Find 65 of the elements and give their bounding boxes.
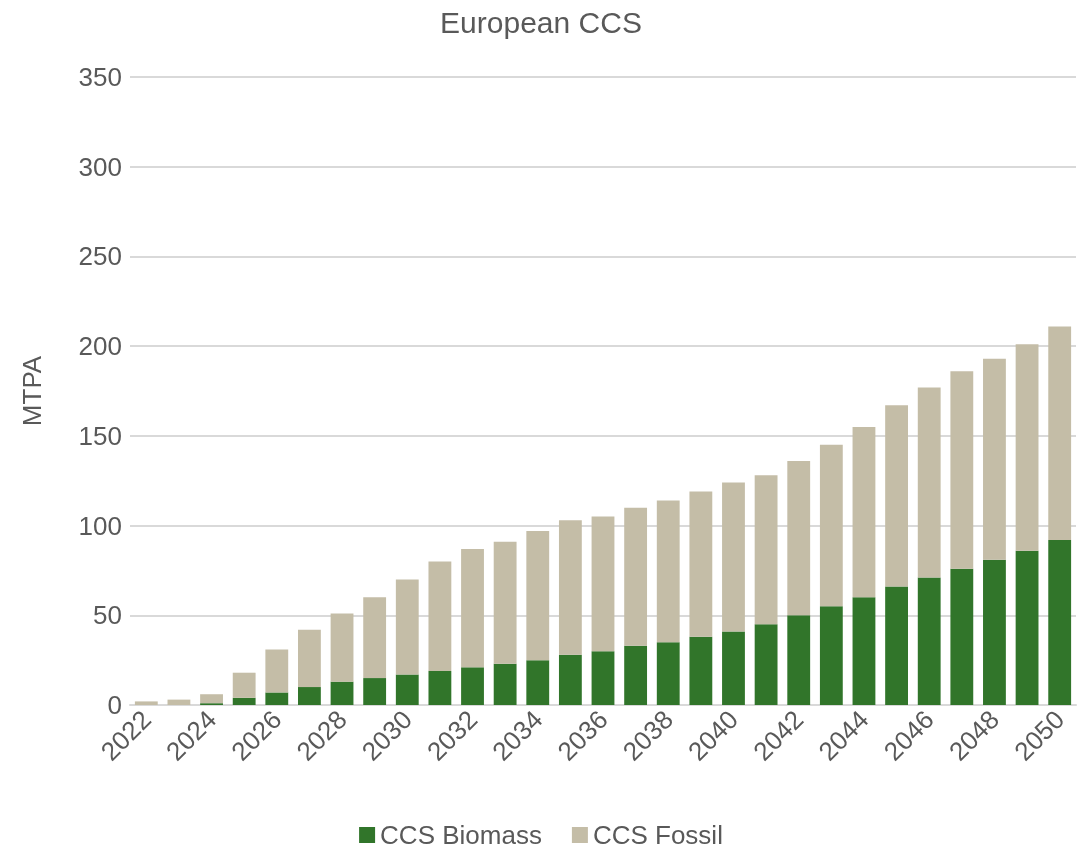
bar bbox=[1048, 539, 1072, 705]
bar bbox=[493, 541, 517, 664]
bar bbox=[722, 631, 745, 705]
bar bbox=[395, 579, 419, 675]
bar bbox=[428, 561, 452, 671]
y-tick-label: 200 bbox=[78, 331, 122, 362]
bar bbox=[232, 697, 256, 705]
bar bbox=[917, 387, 941, 578]
bar bbox=[624, 645, 648, 705]
bar bbox=[591, 651, 615, 705]
bar bbox=[265, 692, 289, 705]
bar bbox=[722, 482, 745, 632]
bar bbox=[395, 674, 419, 705]
y-tick-label: 300 bbox=[78, 151, 122, 182]
bar bbox=[298, 687, 321, 705]
y-axis-title: MTPA bbox=[17, 355, 47, 427]
bar bbox=[950, 371, 974, 569]
bar bbox=[461, 548, 484, 668]
bar bbox=[689, 636, 713, 705]
bar bbox=[134, 701, 158, 705]
bar bbox=[983, 559, 1006, 705]
bar bbox=[754, 624, 778, 705]
bar bbox=[917, 577, 941, 705]
legend-label: CCS Biomass bbox=[380, 820, 542, 850]
bar bbox=[787, 460, 811, 616]
bar bbox=[363, 678, 387, 705]
y-tick-label: 100 bbox=[78, 510, 122, 541]
bar bbox=[885, 405, 908, 587]
bar bbox=[232, 672, 256, 698]
bar bbox=[983, 358, 1006, 560]
bar bbox=[558, 654, 582, 705]
bar bbox=[200, 694, 223, 704]
bar bbox=[656, 642, 680, 705]
bar bbox=[1048, 326, 1072, 540]
bar bbox=[852, 597, 876, 705]
bar bbox=[591, 516, 615, 652]
bar bbox=[526, 660, 550, 705]
y-tick-label: 350 bbox=[78, 62, 122, 92]
bar bbox=[558, 520, 582, 655]
bar bbox=[298, 629, 321, 688]
bar bbox=[363, 597, 387, 679]
bar bbox=[330, 613, 354, 682]
y-tick-label: 50 bbox=[93, 600, 122, 631]
bar bbox=[461, 667, 484, 705]
bar bbox=[493, 663, 517, 705]
bar bbox=[624, 507, 648, 646]
bar bbox=[754, 475, 778, 625]
bar bbox=[819, 444, 843, 607]
chart-title: European CCS bbox=[440, 5, 642, 39]
bar bbox=[265, 649, 289, 693]
bar bbox=[428, 670, 452, 705]
bar bbox=[787, 615, 811, 705]
bar bbox=[1015, 344, 1039, 551]
y-tick-label: 250 bbox=[78, 241, 122, 272]
bar bbox=[656, 500, 680, 643]
legend-label: CCS Fossil bbox=[592, 820, 723, 850]
bar bbox=[526, 530, 550, 661]
bar bbox=[1015, 550, 1039, 705]
y-tick-label: 150 bbox=[78, 420, 122, 451]
bar bbox=[950, 568, 974, 705]
bar bbox=[819, 606, 843, 705]
bar bbox=[330, 681, 354, 705]
bar bbox=[885, 586, 908, 705]
bar bbox=[852, 426, 876, 598]
bar bbox=[689, 491, 713, 637]
